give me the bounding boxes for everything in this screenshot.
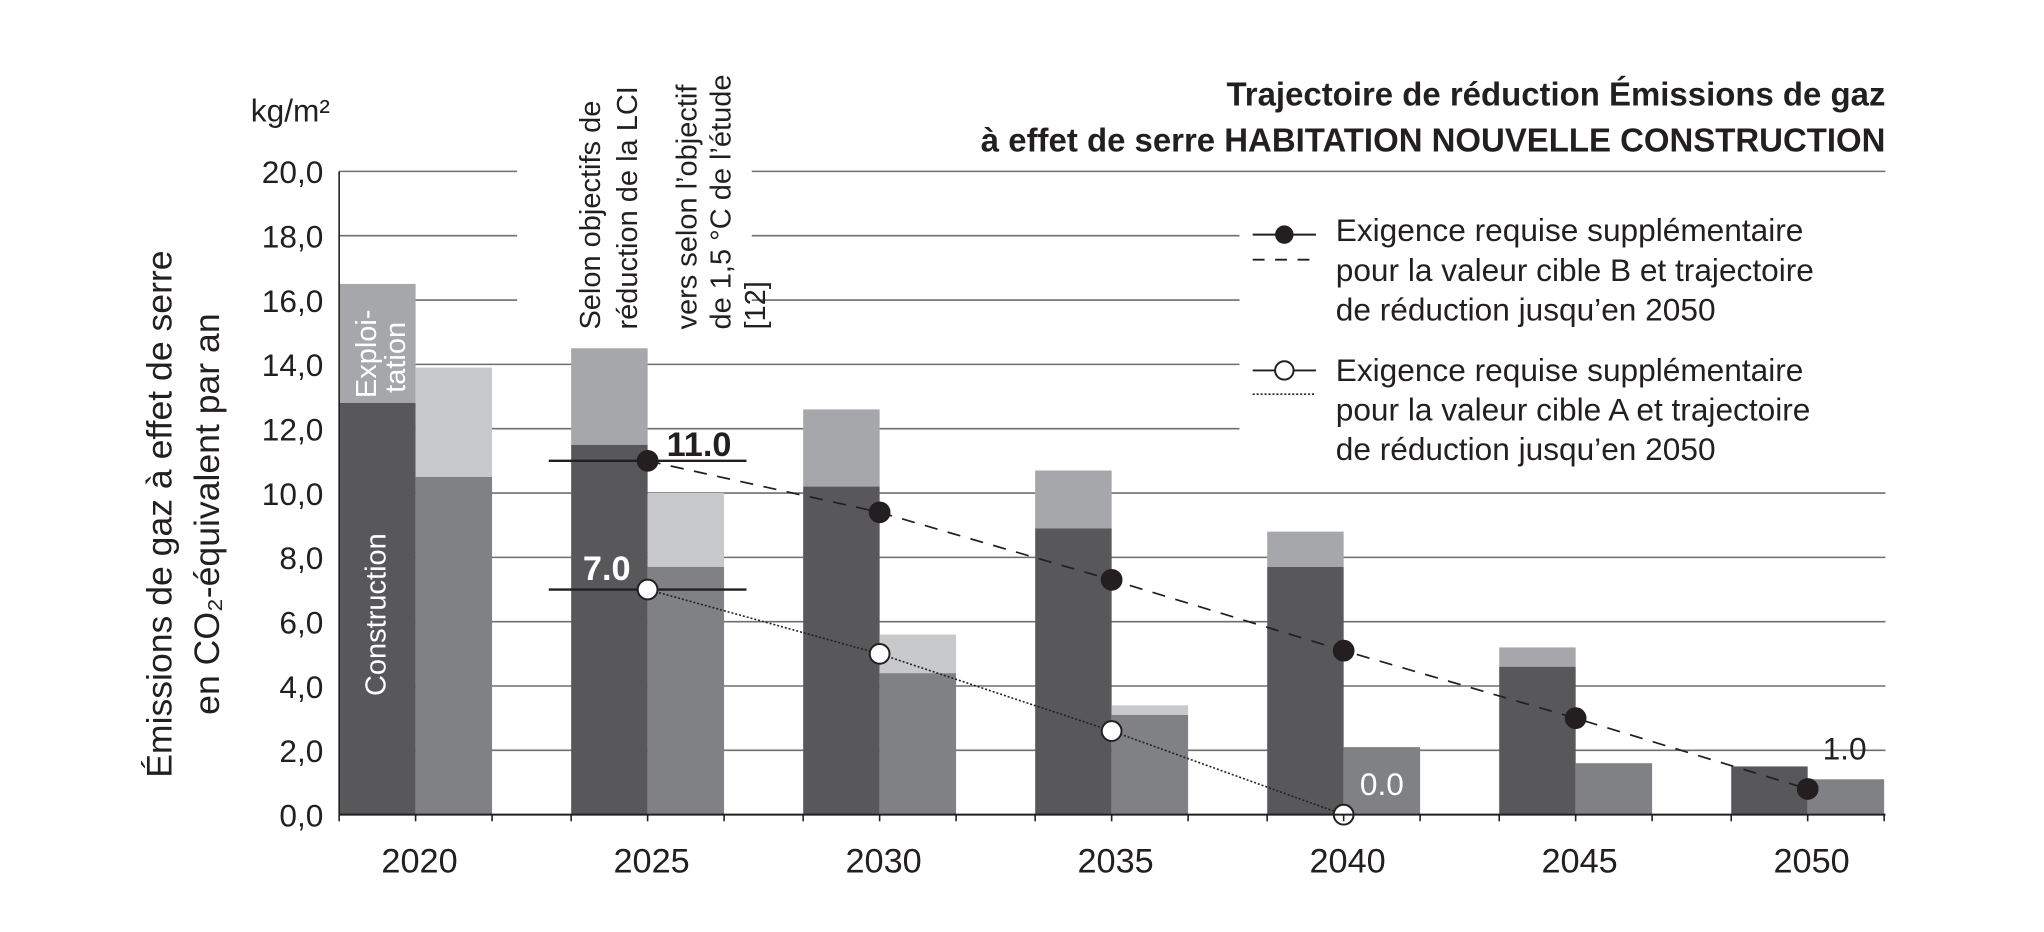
bar-construction <box>803 486 880 815</box>
bar-construction <box>1731 766 1808 815</box>
x-tick-label: 2030 <box>845 843 921 881</box>
x-tick-label: 2035 <box>1077 843 1153 881</box>
exploitation-label: Exploi- tation <box>351 309 412 398</box>
bar-target-construction <box>1343 747 1421 815</box>
bar-construction <box>1267 567 1344 815</box>
trajectories <box>548 449 1819 826</box>
y-tick-label: 0,0 <box>279 798 323 834</box>
y-axis-title: Émissions de gaz à effet de serre en CO₂… <box>140 250 227 777</box>
chart-title-line2: à effet de serre HABITATION NOUVELLE CON… <box>981 122 1886 159</box>
y-tick-label: 2,0 <box>279 733 323 769</box>
bar-target-construction <box>647 567 725 815</box>
legend-a-marker <box>1274 360 1295 381</box>
trajectory-point-b <box>1796 778 1819 800</box>
y-tick-label: 18,0 <box>262 219 324 255</box>
y-tick-label: 16,0 <box>262 283 324 319</box>
y-tick-label: 8,0 <box>279 540 323 576</box>
trajectory-point-b <box>636 449 659 472</box>
bars <box>339 283 1885 815</box>
bar-exploitation <box>571 348 648 445</box>
annotation-lci-line1: Selon objectifs de <box>575 101 607 330</box>
trajectory-line-a <box>647 588 1344 816</box>
legend-b-marker <box>1275 225 1294 244</box>
trajectory-point-b <box>1100 568 1123 591</box>
y-tick-label: 12,0 <box>262 412 324 448</box>
legend-b-line2: pour la valeur cible B et trajectoire <box>1336 252 1814 288</box>
x-tick-label: 2040 <box>1309 843 1385 881</box>
bar-construction <box>1035 528 1112 815</box>
y-tick-label: 14,0 <box>262 347 324 383</box>
x-tick-label: 2045 <box>1542 843 1618 881</box>
y-axis-title-line2: en CO₂-équivalent par an <box>187 313 227 714</box>
legend-a-line1: Exigence requise supplémentaire <box>1336 352 1804 388</box>
legend-a-line3: de réduction jusqu’en 2050 <box>1336 431 1716 467</box>
bar-target-construction <box>1575 763 1653 815</box>
value-label-a-end: 0.0 <box>1360 766 1404 802</box>
bar-exploitation <box>1035 470 1112 529</box>
bar-target-exploitation <box>1111 705 1189 715</box>
y-tick-label: 6,0 <box>279 605 323 641</box>
bar-exploitation <box>803 409 880 487</box>
bar-target-exploitation <box>647 493 725 568</box>
value-label-b-start: 11.0 <box>667 426 732 464</box>
annotation-lci: Selon objectifs de réduction de la LCI <box>575 86 644 329</box>
annotation-etude-line1: vers selon l’objectif <box>671 84 703 330</box>
trajectory-point-a <box>1100 720 1123 742</box>
y-tick-label: 20,0 <box>262 154 324 190</box>
construction-label: Construction <box>360 533 392 696</box>
legend-a-line2: pour la valeur cible A et trajectoire <box>1336 392 1811 428</box>
legend-b-line1: Exigence requise supplémentaire <box>1336 212 1804 248</box>
chart-title-line1: Trajectoire de réduction Émissions de ga… <box>1226 75 1885 112</box>
bar-construction <box>1499 666 1576 815</box>
y-axis-title-line1: Émissions de gaz à effet de serre <box>140 250 180 777</box>
bar-exploitation <box>1499 647 1576 667</box>
bar-target-construction <box>415 476 493 815</box>
value-label-b-end: 1.0 <box>1823 730 1867 766</box>
legend: Exigence requise supplémentaire pour la … <box>1252 212 1814 467</box>
x-tick-label: 2025 <box>613 843 689 881</box>
trajectory-point-b <box>868 501 891 524</box>
trajectory-point-b <box>1564 707 1587 730</box>
trajectory-line-b <box>647 460 1808 790</box>
value-label-a-start: 7.0 <box>583 550 631 588</box>
y-tick-label: 10,0 <box>262 476 324 512</box>
annotation-etude-line2: de 1,5 °C de l’étude <box>706 74 738 329</box>
bar-target-exploitation <box>415 367 493 477</box>
bar-construction <box>339 402 416 815</box>
trajectory-point-a <box>636 578 659 601</box>
trajectory-point-a <box>868 642 891 665</box>
bar-construction <box>571 444 648 815</box>
bar-target-construction <box>879 673 957 815</box>
exploitation-label-line2: tation <box>380 322 412 393</box>
annotation-etude-line3: [12] <box>740 281 772 329</box>
exploitation-label-line1: Exploi- <box>351 309 383 398</box>
legend-b-line3: de réduction jusqu’en 2050 <box>1336 291 1716 327</box>
annotation-etude: vers selon l’objectif de 1,5 °C de l’étu… <box>671 74 772 329</box>
axes: 0,0 2,0 4,0 6,0 8,0 10,0 12,0 14,0 16,0 18,0 20,0 2… <box>262 154 1886 881</box>
bar-target-construction <box>1807 779 1885 815</box>
unit-label: kg/m² <box>251 92 330 128</box>
x-tick-label: 2050 <box>1774 843 1850 881</box>
bar-exploitation <box>339 283 416 403</box>
text-backgrounds <box>517 26 1899 475</box>
bar-target-construction <box>1111 714 1189 815</box>
trajectory-point-b <box>1332 639 1355 662</box>
y-tick-label: 4,0 <box>279 669 323 705</box>
annotation-lci-line2: réduction de la LCI <box>612 86 644 329</box>
x-tick-label: 2020 <box>381 843 457 881</box>
bar-exploitation <box>1267 531 1344 568</box>
